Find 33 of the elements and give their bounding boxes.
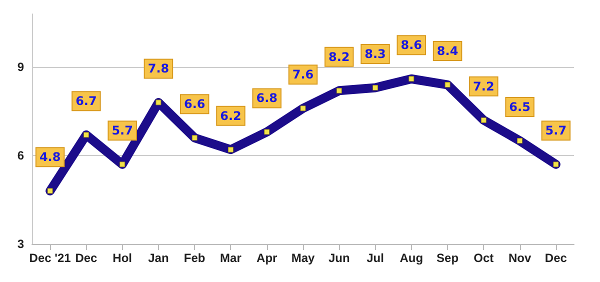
x-tick-label: Apr	[256, 251, 278, 265]
data-label: 6.2	[220, 108, 242, 123]
x-tick-label: May	[291, 251, 315, 265]
data-label: 8.2	[328, 50, 350, 64]
data-label: 6.5	[509, 100, 530, 114]
data-label: 7.8	[148, 62, 170, 76]
x-tick-label: Dec	[75, 251, 98, 265]
x-tick-label: Jun	[328, 251, 350, 265]
data-label: 5.7	[112, 124, 133, 138]
x-tick-label: Nov	[508, 251, 532, 265]
x-tick-label: Jan	[148, 251, 169, 265]
x-tick-label: Aug	[400, 251, 424, 265]
data-label: 7.6	[292, 68, 314, 82]
data-label: 4.8	[39, 150, 61, 164]
data-label: 6.8	[256, 91, 278, 106]
y-tick-label: 6	[17, 148, 24, 163]
data-label: 8.4	[436, 44, 458, 58]
x-tick-label: Feb	[184, 251, 206, 265]
x-tick-label: Jul	[366, 251, 384, 265]
data-label: 6.6	[184, 97, 206, 112]
x-tick-label: Oct	[474, 251, 494, 265]
y-tick-label: 9	[17, 60, 24, 74]
data-label: 8.6	[400, 38, 422, 52]
x-tick-label: Dec '21	[29, 251, 72, 265]
x-tick-label: Mar	[220, 251, 242, 265]
y-tick-label: 3	[17, 237, 24, 251]
data-label: 5.7	[545, 124, 567, 138]
x-tick-label: Sep	[436, 251, 459, 265]
data-label: 8.3	[364, 46, 386, 61]
x-tick-label: Dec	[544, 251, 568, 265]
data-label: 7.2	[473, 79, 494, 94]
data-label: 6.7	[76, 94, 97, 108]
x-tick-label: Hol	[112, 251, 132, 265]
